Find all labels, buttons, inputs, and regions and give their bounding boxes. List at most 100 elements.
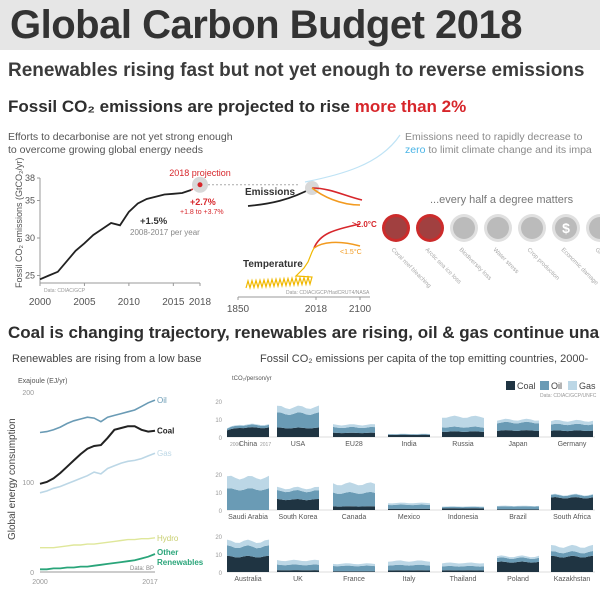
c4-country-label: Mexico [398, 514, 420, 521]
c4-area-oil [227, 488, 269, 510]
c4-area-coal [333, 571, 375, 572]
c4-area-gas [227, 423, 269, 429]
c4-legend-swatch-gas [568, 381, 577, 390]
c4-area-coal [551, 555, 593, 572]
c4-y-tick-label: 10 [215, 491, 222, 497]
c4-area-gas [497, 418, 539, 424]
c4-legend-label-coal: Coal [517, 381, 536, 391]
c3-label-hydro: Hydro [157, 534, 179, 543]
c4-area-coal [277, 498, 319, 510]
c4-country-label: Australia [234, 576, 261, 583]
c4-area-oil [551, 423, 593, 432]
page-subtitle: Renewables rising fast but not yet enoug… [8, 60, 585, 81]
c1-x-tick-label: 2015 [162, 297, 185, 308]
c4-country-label: Russia [452, 441, 474, 448]
c4-panel-brazil: Brazil [497, 505, 539, 521]
c1-y-axis-label: Fossil CO₂ emissions (GtCO₂/yr) [14, 158, 24, 289]
c2-emissions-label: Emissions [245, 187, 295, 198]
water-icon [487, 217, 509, 239]
c4-area-coal [227, 555, 269, 572]
c2-arrow-curve [304, 134, 401, 183]
c4-area-oil [551, 494, 593, 499]
c4-area-oil [227, 545, 269, 558]
c4-country-label: Poland [507, 576, 529, 583]
c4-area-coal [388, 508, 430, 510]
c1-projection-line [190, 184, 201, 191]
c2-x-tick-label: 2100 [349, 304, 372, 315]
c4-area-oil [388, 434, 430, 435]
c4-panel-germany: Germany [551, 419, 593, 448]
c4-panel-canada: Canada [333, 482, 375, 521]
c4-area-gas [277, 486, 319, 493]
c4-area-coal [497, 430, 539, 437]
c3-y-tick-label: 200 [22, 390, 34, 397]
c4-y-tick-label: 0 [219, 436, 223, 442]
c4-area-coal [388, 434, 430, 437]
c4-panel-china: China [227, 423, 269, 448]
impacts-title: ...every half a degree matters [430, 194, 574, 206]
c4-area-gas [333, 482, 375, 494]
c4-area-oil [277, 412, 319, 429]
c4-panel-japan: Japan [497, 418, 539, 448]
c4-area-oil [277, 490, 319, 501]
c4-panel-australia: Australia [227, 539, 269, 583]
c2-emissions-low [311, 187, 361, 206]
c4-legend-swatch-coal [506, 381, 515, 390]
c2-x-tick-label: 2018 [305, 304, 328, 315]
c4-area-gas [277, 405, 319, 415]
c2-emissions-hist [247, 187, 313, 207]
c4-area-gas [442, 506, 484, 508]
c4-y-tick-label: 0 [219, 509, 223, 515]
c2-temp-high [313, 223, 361, 249]
c4-area-oil [497, 421, 539, 431]
arctic-icon [419, 217, 441, 239]
c4-area-coal [333, 506, 375, 510]
c2-source: Data: CDIAC/GCP/HadCRUT4/NASA [286, 290, 370, 296]
impact-label: Economic damage [560, 247, 600, 287]
c2-emissions-high [311, 187, 363, 201]
c4-panel-italy: Italy [388, 560, 430, 583]
c4-legend-swatch-oil [540, 381, 549, 390]
crop-icon-ring [518, 214, 546, 242]
crop-icon [521, 217, 543, 239]
c4-area-gas [551, 493, 593, 497]
section1-heading-highlight: more than 2% [354, 97, 467, 116]
c4-y-tick-label: 0 [219, 571, 223, 577]
ice-sheet-icon-ring [586, 214, 600, 242]
c2-temp-low [313, 241, 361, 249]
right-note-line1: Emissions need to rapidly decrease to [405, 131, 583, 143]
c3-line-coal [39, 425, 156, 485]
c4-legend-label-gas: Gas [579, 381, 596, 391]
c1-y-tick-label: 30 [25, 233, 35, 243]
c3-line-hydro [40, 537, 156, 549]
c4-y-tick-label: 10 [215, 418, 222, 424]
c1-proj-pct: +2.7% [190, 197, 216, 207]
c4-panel-thailand: Thailand [442, 562, 484, 583]
c4-country-label: Thailand [450, 576, 477, 583]
c4-panel-usa: USA [277, 405, 319, 448]
c3-unit: Exajoule (EJ/yr) [18, 378, 67, 385]
c2-low-label: <1.5°C [340, 248, 362, 256]
c4-panel-saudi-arabia: Saudi Arabia [227, 475, 269, 521]
c4-area-oil [333, 491, 375, 507]
c3-label-other: Other [157, 548, 178, 557]
right-note-line2-rest: to limit climate change and its impa [425, 144, 592, 156]
c1-x-tick-label: 2005 [73, 297, 96, 308]
c4-title: Fossil CO₂ emissions per capita of the t… [260, 353, 589, 365]
biodiversity-icon [453, 217, 475, 239]
c1-projection-label: 2018 projection [169, 168, 231, 178]
c4-area-oil [442, 506, 484, 509]
c4-area-gas [388, 502, 430, 506]
c1-emissions-line [39, 189, 192, 281]
c4-area-coal [277, 427, 319, 437]
c4-country-label: China [239, 441, 257, 448]
c2-temperature-hist [245, 247, 315, 290]
water-icon-ring [484, 214, 512, 242]
c4-y-tick-label: 10 [215, 553, 222, 559]
section1-heading: Fossil CO₂ emissions are projected to ri… [8, 97, 466, 117]
impact-label: Water stress [492, 247, 520, 275]
c1-proj-range: +1.8 to +3.7% [180, 209, 224, 216]
c4-country-label: Saudi Arabia [228, 514, 268, 521]
c4-legend-label-oil: Oil [551, 381, 562, 391]
